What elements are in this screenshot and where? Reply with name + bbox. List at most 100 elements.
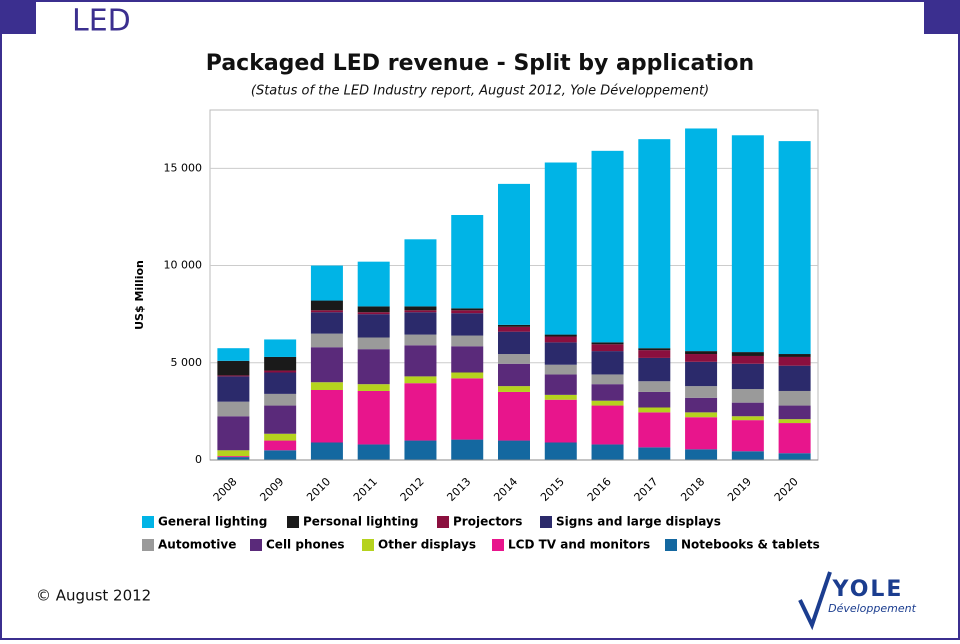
legend-label: Notebooks & tablets: [681, 538, 820, 552]
legend-swatch: [362, 539, 374, 551]
bar-segment: [638, 350, 671, 358]
bar-segment: [591, 405, 624, 445]
bar-segment: [778, 405, 811, 420]
logo-subtext: Développement: [828, 602, 916, 615]
legend-swatch: [287, 516, 299, 528]
legend-swatch: [540, 516, 552, 528]
bar-segment: [217, 375, 250, 377]
bar-segment: [591, 400, 624, 406]
legend-label: Projectors: [453, 515, 522, 529]
bar-segment: [591, 374, 624, 385]
bar-segment: [404, 312, 437, 335]
bar-segment: [310, 300, 343, 311]
bar-segment: [731, 389, 764, 403]
bar-segment: [217, 401, 250, 417]
bar-segment: [731, 363, 764, 390]
bar-segment: [731, 451, 764, 460]
bar-segment: [264, 440, 297, 451]
bar-segment: [638, 412, 671, 448]
chart-title: Packaged LED revenue - Split by applicat…: [206, 51, 754, 76]
bar-segment: [544, 399, 577, 443]
bar-segment: [638, 348, 671, 351]
bar-segment: [217, 457, 250, 460]
chart-subtitle: (Status of the LED Industry report, Augu…: [251, 84, 709, 99]
bar-segment: [544, 364, 577, 375]
y-tick-label: 15 000: [164, 161, 203, 174]
bar-segment: [591, 342, 624, 345]
bar-segment: [544, 394, 577, 400]
bar-segment: [778, 453, 811, 460]
bar-segment: [404, 334, 437, 346]
bar-segment: [264, 450, 297, 460]
bar-segment: [591, 384, 624, 401]
bar-segment: [498, 331, 530, 355]
bar-segment: [217, 416, 250, 451]
bar-segment: [778, 390, 811, 406]
bar-segment: [404, 310, 437, 313]
bar-segment: [544, 162, 577, 335]
legend-label: General lighting: [158, 515, 267, 529]
bar-segment: [498, 386, 530, 392]
y-tick-label: 0: [195, 453, 202, 466]
bar-segment: [544, 342, 577, 365]
bar-segment: [685, 351, 718, 355]
bar-segment: [217, 376, 250, 402]
bar-segment: [544, 442, 577, 460]
bar-segment: [778, 365, 811, 391]
bar-segment: [638, 381, 671, 392]
bar-segment: [217, 348, 250, 361]
bar-segment: [778, 141, 811, 355]
bar-segment: [498, 440, 530, 460]
bar-segment: [264, 433, 297, 441]
bar-segment: [685, 417, 718, 450]
legend-label: Signs and large displays: [556, 515, 721, 529]
bar-segment: [685, 361, 718, 387]
bar-segment: [591, 344, 624, 352]
legend-swatch: [142, 539, 154, 551]
bar-segment: [778, 419, 811, 424]
bar-segment: [310, 312, 343, 334]
bar-segment: [498, 183, 530, 325]
bar-segment: [685, 128, 718, 352]
bar-segment: [404, 345, 437, 377]
bar-segment: [451, 335, 484, 347]
header-title: LED: [72, 4, 131, 39]
legend-swatch: [492, 539, 504, 551]
bar-segment: [451, 372, 484, 379]
bar-segment: [685, 449, 718, 460]
bar-segment: [544, 374, 577, 395]
logo-text: YOLE: [832, 577, 904, 602]
bar-segment: [404, 440, 437, 460]
bar-segment: [264, 356, 297, 371]
bar-segment: [498, 324, 530, 327]
bar-segment: [731, 402, 764, 417]
bar-segment: [217, 450, 250, 457]
bar-segment: [451, 346, 484, 373]
corner-logo: [0, 0, 36, 34]
footer: © August 2012: [36, 587, 151, 605]
bar-segment: [685, 397, 718, 413]
bar-segment: [357, 306, 390, 313]
bar-segment: [310, 310, 343, 313]
bar-segment: [778, 354, 811, 357]
bar-segment: [217, 360, 250, 376]
bar-segment: [498, 354, 530, 364]
bar-segment: [638, 139, 671, 349]
bar-segment: [357, 384, 390, 391]
bar-segment: [310, 333, 343, 348]
bar-segment: [451, 439, 484, 460]
bar-segment: [357, 314, 390, 338]
bar-segment: [357, 312, 390, 315]
bar-segment: [498, 363, 530, 387]
bar-segment: [731, 416, 764, 421]
bar-segment: [498, 391, 530, 441]
legend-label: LCD TV and monitors: [508, 538, 650, 552]
bar-segment: [591, 351, 624, 375]
bar-segment: [451, 310, 484, 314]
bar-segment: [638, 391, 671, 408]
bar-segment: [357, 444, 390, 460]
bar-segment: [591, 444, 624, 460]
legend-label: Personal lighting: [303, 515, 419, 529]
legend-label: Cell phones: [266, 538, 345, 552]
